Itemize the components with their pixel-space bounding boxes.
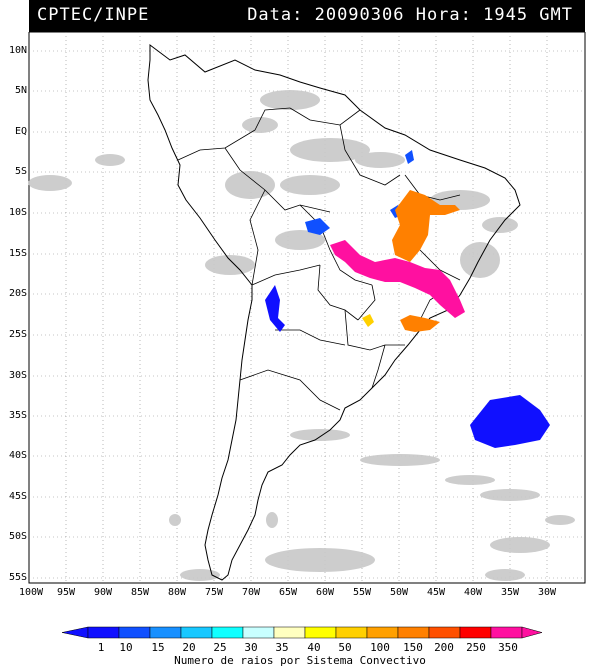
source-label: CPTEC/INPE	[37, 5, 150, 25]
colorbar-swatch	[87, 626, 120, 639]
lightning-cluster-yellow	[362, 314, 374, 327]
lon-label: 45W	[426, 587, 446, 598]
lat-label: 25S	[8, 329, 27, 340]
lightning-cluster-orange	[392, 190, 460, 332]
map-header: CPTEC/INPE Data: 20090306 Hora: 1945 GMT	[29, 0, 585, 32]
colorbar-swatch	[211, 626, 244, 639]
colorbar-swatch	[149, 626, 182, 639]
lat-label: 5N	[14, 85, 27, 96]
colorbar-arrow-right	[521, 626, 543, 639]
colorbar-label: 35	[275, 641, 289, 654]
lightning-cluster-blue	[265, 150, 550, 448]
lat-label: 10N	[8, 45, 27, 56]
cloud-cover	[28, 90, 575, 581]
colorbar-label: 150	[403, 641, 423, 654]
lat-label: 30S	[8, 370, 27, 381]
colorbar-swatch	[397, 626, 430, 639]
colorbar-swatch	[180, 626, 213, 639]
colorbar-label: 15	[151, 641, 165, 654]
lon-label: 100W	[18, 587, 44, 598]
colorbar-label: 250	[466, 641, 486, 654]
lat-label: 55S	[8, 572, 27, 583]
colorbar-swatch	[428, 626, 461, 639]
lon-label: 30W	[537, 587, 557, 598]
colorbar-label: 100	[370, 641, 390, 654]
lat-label: 20S	[8, 288, 27, 299]
lat-label: EQ	[14, 126, 27, 137]
lon-label: 85W	[130, 587, 150, 598]
lat-label: 5S	[14, 166, 27, 177]
lon-label: 70W	[241, 587, 261, 598]
colorbar-label: 40	[307, 641, 321, 654]
colorbar-swatch	[490, 626, 523, 639]
lon-label: 80W	[167, 587, 187, 598]
lon-label: 95W	[56, 587, 76, 598]
colorbar-swatch	[304, 626, 337, 639]
colorbar-swatch	[118, 626, 151, 639]
lon-label: 65W	[278, 587, 298, 598]
lat-label: 45S	[8, 491, 27, 502]
lat-label: 10S	[8, 207, 27, 218]
lightning-cluster-pink	[330, 240, 465, 318]
south-america-coastline	[147, 44, 521, 581]
graticule	[29, 32, 585, 583]
lat-label: 50S	[8, 531, 27, 542]
colorbar-swatch	[273, 626, 306, 639]
datetime-label: Data: 20090306 Hora: 1945 GMT	[247, 5, 573, 25]
colorbar-swatch	[459, 626, 492, 639]
lon-label: 40W	[463, 587, 483, 598]
lat-label: 35S	[8, 410, 27, 421]
lon-label: 50W	[389, 587, 409, 598]
colorbar-label: 350	[498, 641, 518, 654]
lon-label: 35W	[500, 587, 520, 598]
colorbar-label: 10	[119, 641, 133, 654]
colorbar	[61, 626, 543, 639]
colorbar-label: 200	[434, 641, 454, 654]
lon-label: 60W	[315, 587, 335, 598]
colorbar-swatch	[335, 626, 368, 639]
colorbar-label: 20	[182, 641, 196, 654]
colorbar-arrow-left	[61, 626, 89, 639]
colorbar-title: Numero de raios por Sistema Convectivo	[174, 654, 426, 667]
lon-label: 75W	[204, 587, 224, 598]
colorbar-label: 1	[97, 641, 105, 654]
lon-label: 55W	[352, 587, 372, 598]
country-borders	[177, 107, 461, 411]
colorbar-label: 50	[338, 641, 352, 654]
lon-label: 90W	[93, 587, 113, 598]
lat-label: 40S	[8, 450, 27, 461]
colorbar-label: 25	[213, 641, 227, 654]
lightning-map	[28, 32, 586, 584]
lat-label: 15S	[8, 248, 27, 259]
colorbar-swatch	[366, 626, 399, 639]
colorbar-label: 30	[244, 641, 258, 654]
colorbar-swatch	[242, 626, 275, 639]
